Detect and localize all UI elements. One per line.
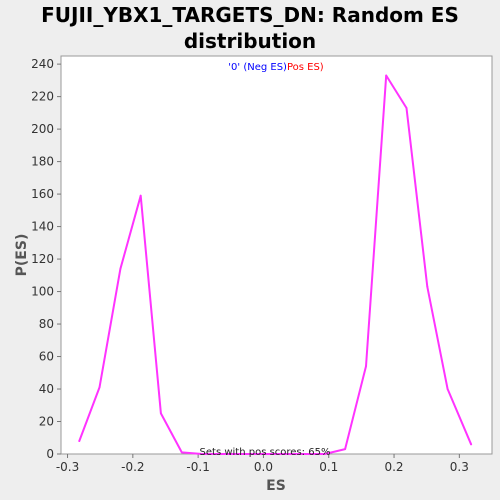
- y-tick-label: 200: [31, 122, 54, 136]
- y-tick-label: 0: [46, 447, 54, 461]
- chart-title-line1: FUJII_YBX1_TARGETS_DN: Random ES: [41, 3, 459, 27]
- y-tick-label: 220: [31, 90, 54, 104]
- x-tick-label: 0.2: [384, 460, 403, 474]
- data-point: [282, 453, 285, 455]
- data-point: [262, 453, 265, 455]
- y-tick-label: 40: [39, 382, 54, 396]
- x-tick-label: -0.3: [56, 460, 79, 474]
- y-tick-label: 60: [39, 350, 54, 364]
- data-point: [139, 194, 142, 197]
- y-axis: 0 20 40 60 80 100 120 140 160 180 200 220 240: [31, 57, 61, 461]
- data-point: [385, 74, 388, 77]
- legend-pos-entry: Pos ES): [287, 62, 324, 73]
- x-tick-label: 0.0: [254, 460, 273, 474]
- series-line: [78, 74, 473, 455]
- legend-neg-entry: '0' (Neg ES): [228, 62, 287, 73]
- data-point: [119, 267, 122, 270]
- data-point: [160, 412, 162, 415]
- x-tick-label: 0.3: [450, 460, 469, 474]
- y-tick-label: 120: [31, 252, 54, 266]
- plot-area: [60, 55, 493, 455]
- data-point: [470, 443, 473, 446]
- data-point: [446, 388, 449, 390]
- data-point: [98, 386, 101, 389]
- x-tick-label: -0.2: [121, 460, 144, 474]
- y-tick-label: 240: [31, 57, 54, 71]
- data-point: [323, 453, 326, 455]
- chart-title: FUJII_YBX1_TARGETS_DN: Random ES distrib…: [0, 2, 500, 54]
- data-point: [426, 285, 429, 288]
- y-tick-label: 140: [31, 220, 54, 234]
- y-tick-label: 80: [39, 317, 54, 331]
- y-axis-label: P(ES): [14, 234, 30, 277]
- y-tick-label: 100: [31, 285, 54, 299]
- x-tick-label: 0.1: [319, 460, 338, 474]
- data-point: [201, 453, 203, 455]
- x-tick-label: -0.1: [186, 460, 209, 474]
- y-tick-label: 20: [39, 415, 54, 429]
- y-tick-label: 180: [31, 155, 54, 169]
- data-point: [242, 453, 245, 455]
- data-point: [180, 451, 183, 454]
- data-point: [78, 440, 81, 442]
- data-point: [221, 453, 224, 455]
- pos-score-annotation: Sets with pos scores: 65%: [200, 447, 331, 458]
- data-point: [365, 365, 367, 368]
- data-point: [405, 107, 408, 109]
- y-tick-label: 160: [31, 187, 54, 201]
- series-layer: [78, 74, 473, 455]
- legend: '0' (Neg ES)Pos ES): [228, 62, 324, 73]
- data-point: [303, 453, 306, 455]
- x-axis-label: ES: [266, 478, 286, 494]
- chart-title-line2: distribution: [183, 29, 317, 53]
- data-point: [344, 448, 346, 451]
- x-axis: -0.3 -0.2 -0.1 0.0 0.1 0.2 0.3: [56, 454, 469, 474]
